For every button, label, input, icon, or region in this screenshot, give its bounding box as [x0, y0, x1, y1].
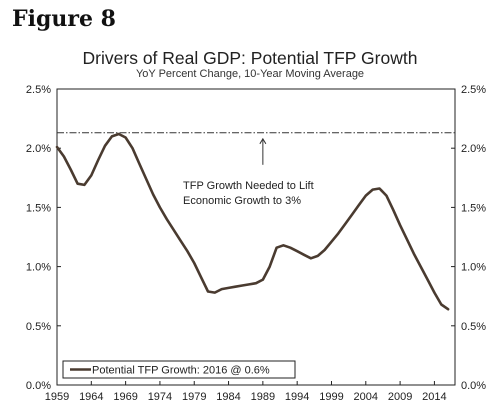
annotation-group: TFP Growth Needed to Lift Economic Growth… — [183, 137, 314, 207]
y-axis-right: 0.0% 0.5% 1.0% 1.5% 2.0% 2.5% — [451, 84, 486, 392]
annotation-text-line: Economic Growth to 3% — [183, 195, 301, 207]
y-tick-label-right: 2.5% — [461, 84, 486, 96]
plot-frame — [56, 88, 456, 386]
series-group — [55, 132, 450, 311]
y-tick-label-right: 0.0% — [461, 380, 486, 392]
x-tick-label: 1959 — [45, 391, 69, 403]
y-tick-label-left: 2.0% — [26, 143, 51, 155]
figure-label: Figure 8 — [12, 6, 116, 32]
plot-border — [56, 88, 456, 386]
y-tick-label-right: 1.0% — [461, 262, 486, 274]
series-line — [55, 132, 450, 311]
x-tick-label: 1974 — [148, 391, 172, 403]
chart-subtitle: YoY Percent Change, 10-Year Moving Avera… — [135, 68, 365, 80]
annotation-arrowhead — [259, 137, 267, 145]
x-tick-label: 2004 — [354, 391, 378, 403]
y-tick-label-left: 1.5% — [26, 202, 51, 214]
x-tick-label: 1999 — [319, 391, 343, 403]
x-tick-label: 2014 — [422, 391, 446, 403]
y-tick-label-right: 1.5% — [461, 202, 486, 214]
legend-box — [62, 360, 296, 379]
x-tick-label: 1979 — [182, 391, 206, 403]
y-tick-label-right: 0.5% — [461, 321, 486, 333]
x-tick-label: 1989 — [251, 391, 275, 403]
annotation-text-line: TFP Growth Needed to Lift — [183, 180, 314, 192]
y-tick-label-left: 1.0% — [26, 262, 51, 274]
x-tick-label: 1984 — [216, 391, 240, 403]
y-tick-label-left: 2.5% — [26, 84, 51, 96]
legend-label: Potential TFP Growth: 2016 @ 0.6% — [92, 365, 270, 377]
y-tick-label-left: 0.0% — [26, 380, 51, 392]
y-tick-label-right: 2.0% — [461, 143, 486, 155]
y-axis-left: 0.0% 0.5% 1.0% 1.5% 2.0% 2.5% — [26, 84, 61, 392]
x-tick-label: 1964 — [79, 391, 103, 403]
legend: Potential TFP Growth: 2016 @ 0.6% — [62, 360, 296, 379]
x-tick-label: 1994 — [285, 391, 309, 403]
x-axis: 1959 1964 1969 1974 1979 1984 1989 1994 1999 2004… — [45, 381, 447, 403]
y-tick-label-left: 0.5% — [26, 321, 51, 333]
x-tick-label: 1969 — [113, 391, 137, 403]
chart-title: Drivers of Real GDP: Potential TFP Growt… — [82, 48, 418, 68]
x-tick-label: 2009 — [388, 391, 412, 403]
